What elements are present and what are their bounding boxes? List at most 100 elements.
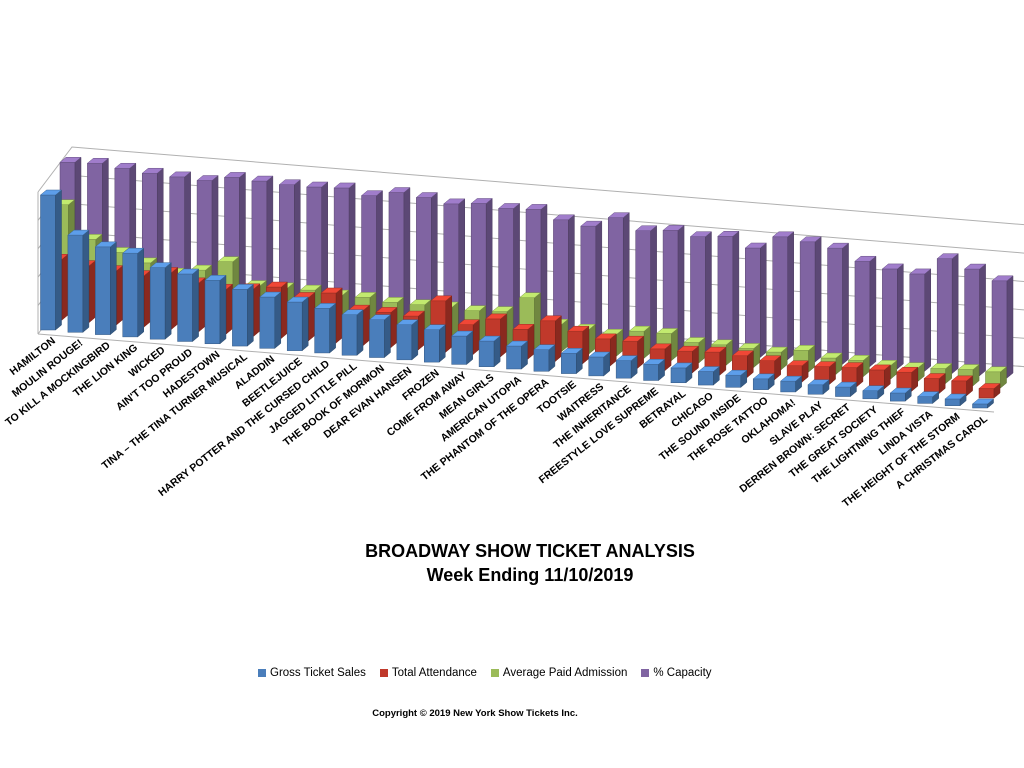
bar-side [198, 277, 206, 333]
bar-top [642, 359, 666, 365]
bar-top [704, 346, 727, 353]
chart-subtitle: Week Ending 11/10/2019 [426, 565, 634, 585]
bar-top [457, 319, 480, 325]
bar-side [506, 306, 514, 348]
bar-top [168, 171, 192, 178]
bar-top [909, 268, 932, 275]
bar-top [525, 204, 548, 210]
bar--capacity-24 [717, 230, 740, 356]
bar-gross-ticket-sales-2 [94, 241, 118, 336]
bar-top [567, 325, 590, 332]
bar-top [354, 292, 377, 298]
bar-top [628, 325, 651, 332]
bar-top [744, 242, 767, 249]
bar-top [634, 225, 658, 231]
bar-front [643, 364, 659, 381]
bar-side [705, 231, 712, 354]
bar-top [621, 335, 645, 342]
bar-side [418, 310, 425, 351]
bar-top [957, 364, 980, 370]
bar-top [484, 313, 508, 320]
bar-front [807, 384, 824, 395]
chart-bars [39, 156, 1014, 409]
bar-gross-ticket-sales-13 [396, 319, 419, 361]
bar-top [518, 292, 542, 298]
legend-label: Average Paid Admission [502, 667, 628, 679]
bar-side [671, 327, 678, 362]
bar-side [527, 323, 535, 360]
bar-side [842, 242, 849, 365]
bar-top [588, 351, 611, 358]
bar-gross-ticket-sales-11 [341, 309, 364, 356]
bar-gross-ticket-sales-8 [259, 291, 282, 349]
bar-top [971, 398, 995, 405]
bar-top [415, 192, 439, 198]
bar-top [286, 296, 309, 303]
bar-top [868, 364, 892, 371]
bar-top [786, 360, 809, 366]
bar-gross-ticket-sales-12 [368, 314, 392, 359]
bar-front [451, 335, 467, 365]
bar-side [89, 260, 96, 323]
bar-top [430, 295, 453, 302]
bar-top [141, 167, 164, 174]
bar-side [411, 319, 419, 361]
bar-front [978, 388, 995, 399]
bar-top [792, 345, 816, 351]
bar-top [299, 284, 322, 291]
bar-gross-ticket-sales-34 [971, 398, 995, 409]
bar-top [936, 253, 959, 259]
bar-gross-ticket-sales-1 [67, 229, 90, 333]
legend-label: Total Attendance [391, 667, 477, 679]
bar-gross-ticket-sales-17 [505, 340, 529, 370]
bar-top [497, 203, 521, 209]
bar-front [396, 324, 413, 361]
bar-gross-ticket-sales-25 [725, 369, 748, 388]
bar-front [615, 360, 632, 379]
bar-top [67, 229, 90, 236]
bar-top [94, 241, 118, 248]
bar-top [204, 275, 227, 281]
bar-front [854, 260, 871, 367]
bar-side [924, 268, 932, 372]
legend-swatch [258, 669, 266, 677]
legend-swatch [641, 669, 650, 677]
bar-front [951, 380, 967, 396]
bar-top [560, 348, 584, 354]
bar-top [862, 385, 885, 391]
bar-front [286, 301, 303, 351]
bar-side [445, 295, 453, 353]
bar-gross-ticket-sales-22 [642, 358, 666, 382]
bar--capacity-29 [854, 255, 877, 368]
bar-top [176, 268, 200, 275]
bar-front [780, 380, 796, 393]
bar-side [356, 309, 364, 356]
bar-top [402, 310, 426, 317]
bar-side [643, 325, 651, 359]
bar-top [251, 175, 274, 182]
bar-top [491, 306, 514, 312]
bar-top [552, 214, 576, 221]
bar-top [847, 355, 871, 361]
bar-top [463, 305, 487, 311]
bar-top [881, 263, 905, 270]
bar-top [944, 393, 967, 400]
bar-side [513, 202, 520, 338]
bar-front [533, 349, 550, 372]
legend-item: Average Paid Admission [490, 667, 628, 679]
bar-top [676, 345, 700, 352]
bar-top [738, 343, 761, 349]
bar-gross-ticket-sales-29 [834, 381, 858, 398]
bar-side [595, 220, 603, 345]
bar-top [799, 236, 822, 243]
bar-side [677, 224, 685, 352]
bar-gross-ticket-sales-23 [670, 362, 693, 384]
bar-gross-ticket-sales-19 [560, 347, 584, 375]
bar-side [253, 283, 261, 337]
bar-side [403, 186, 411, 329]
bar-front [882, 268, 898, 370]
bar-total-attendance-27 [786, 360, 809, 383]
bar-total-attendance-33 [950, 375, 974, 397]
bar-top [265, 281, 288, 288]
